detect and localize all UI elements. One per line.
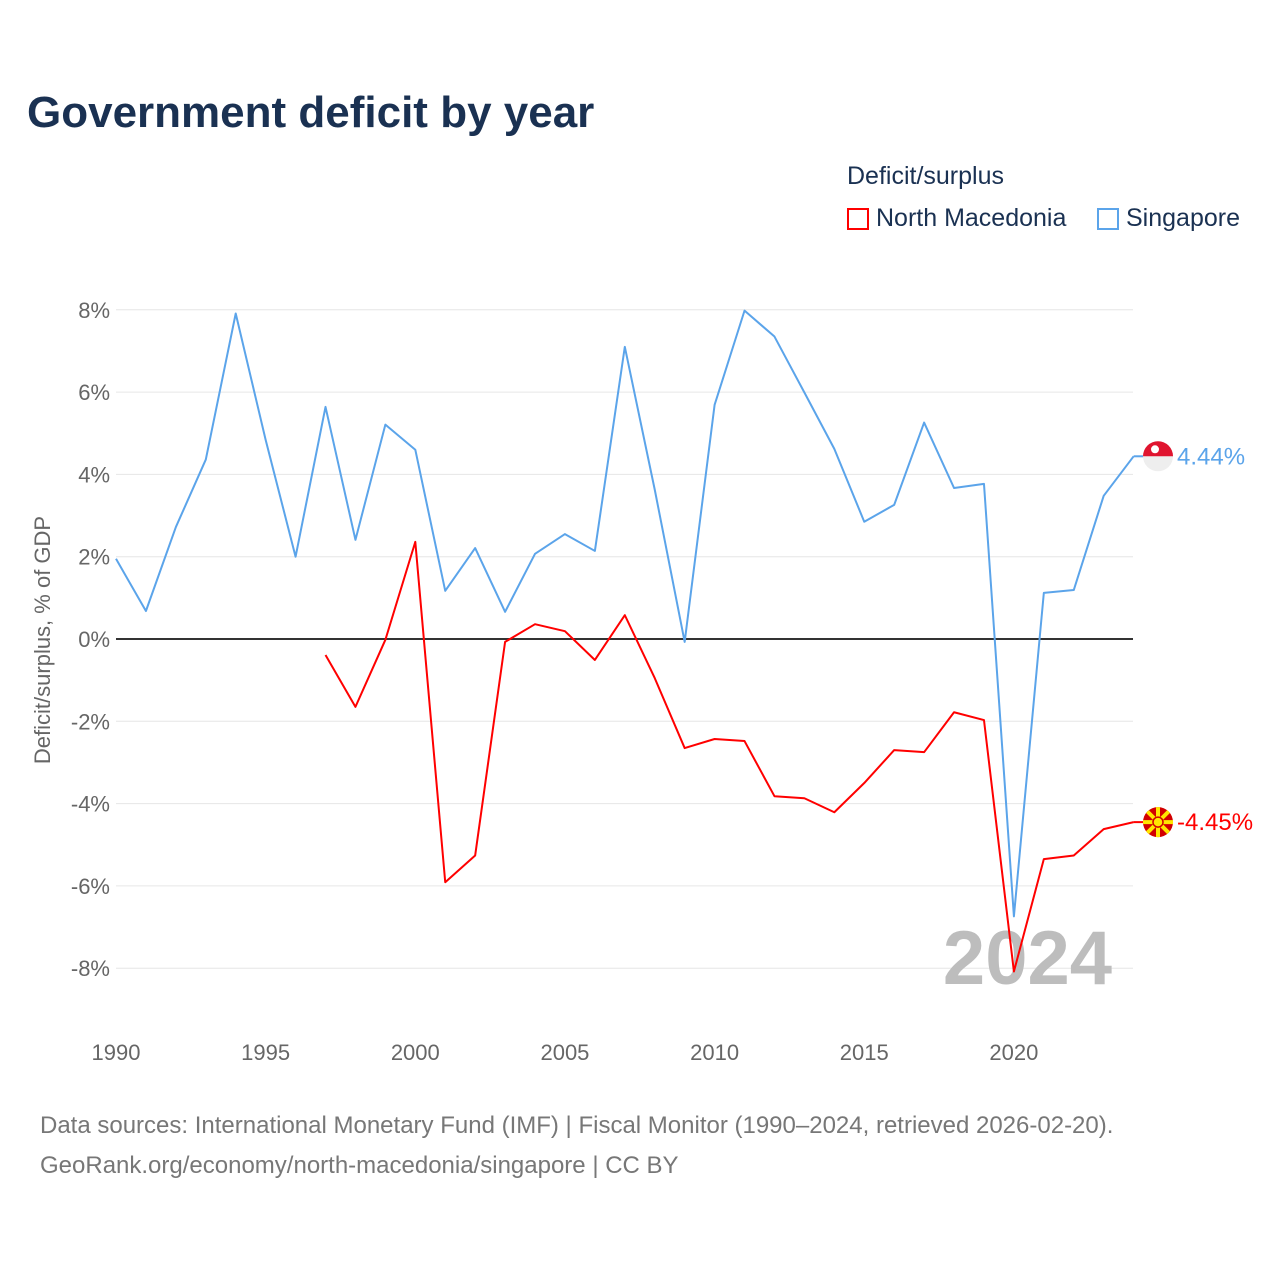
legend-label: Singapore	[1126, 204, 1240, 232]
source-note: Data sources: International Monetary Fun…	[40, 1106, 1113, 1186]
x-tick-label: 1990	[92, 1040, 141, 1065]
x-tick-label: 2005	[540, 1040, 589, 1065]
source-link[interactable]: GeoRank.org/economy/north-macedonia/sing…	[40, 1152, 679, 1179]
year-watermark: 2024	[943, 916, 1112, 1001]
legend-label: North Macedonia	[876, 204, 1067, 232]
x-tick-label: 2010	[690, 1040, 739, 1065]
y-tick-label: 2%	[78, 545, 110, 570]
y-tick-label: -2%	[71, 709, 110, 734]
y-tick-label: 6%	[78, 380, 110, 405]
y-tick-label: 8%	[78, 298, 110, 323]
legend-swatch	[847, 207, 869, 230]
y-tick-label: 0%	[78, 627, 110, 652]
x-tick-label: 2020	[989, 1040, 1038, 1065]
source-line: Data sources: International Monetary Fun…	[40, 1112, 1114, 1139]
flag-sun	[1152, 816, 1164, 828]
series-line-north-macedonia	[324, 540, 1134, 973]
legend-item-singapore[interactable]: Singapore	[1097, 204, 1240, 233]
x-tick-label: 2000	[391, 1040, 440, 1065]
singapore-flag-crescent	[1151, 445, 1159, 454]
y-tick-label: 4%	[78, 462, 110, 487]
chart-title: Government deficit by year	[27, 88, 595, 137]
x-tick-label: 2015	[840, 1040, 889, 1065]
legend-item-north-macedonia[interactable]: North Macedonia	[847, 204, 1066, 233]
y-axis-label: Deficit/surplus, % of GDP	[30, 516, 55, 764]
y-tick-label: -6%	[71, 874, 110, 899]
y-tick-label: -8%	[71, 956, 110, 981]
legend-swatch	[1097, 207, 1119, 230]
legend-title: Deficit/surplus	[847, 162, 1004, 190]
y-tick-label: -4%	[71, 792, 110, 817]
end-value-label: -4.45%	[1177, 809, 1253, 836]
series-line-singapore	[115, 309, 1135, 918]
x-tick-label: 1995	[241, 1040, 290, 1065]
end-value-label: 4.44%	[1177, 443, 1245, 470]
